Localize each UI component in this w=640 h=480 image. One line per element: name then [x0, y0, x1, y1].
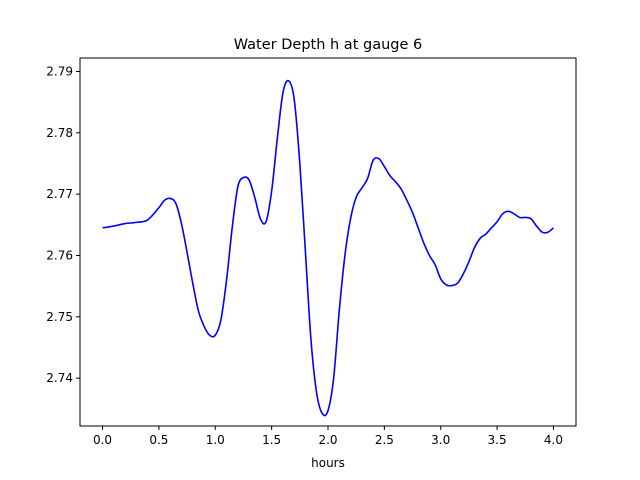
x-tick-label: 0.5	[149, 433, 168, 447]
x-axis-label: hours	[311, 456, 345, 470]
x-tick-label: 3.5	[488, 433, 507, 447]
y-tick-label: 2.74	[46, 371, 73, 385]
axes-frame	[79, 57, 577, 427]
y-tick-label: 2.77	[46, 187, 73, 201]
x-tick-label: 2.0	[318, 433, 337, 447]
x-tick-label: 1.5	[262, 433, 281, 447]
y-tick-label: 2.75	[46, 310, 73, 324]
y-tick-label: 2.78	[46, 126, 73, 140]
y-tick-label: 2.79	[46, 64, 73, 78]
plot-area: 0.0 0.5 1.0 1.5 2.0 2.5 3.0 3.5 4.0 2.74 2.75 2.76 2…	[46, 64, 563, 447]
x-tick-label: 0.0	[93, 433, 112, 447]
x-tick-label: 3.0	[431, 433, 450, 447]
y-tick-label: 2.76	[46, 248, 73, 262]
x-tick-label: 1.0	[206, 433, 225, 447]
chart-title: Water Depth h at gauge 6	[234, 37, 422, 53]
x-tick-label: 2.5	[375, 433, 394, 447]
x-tick-label: 4.0	[544, 433, 563, 447]
series-line-0	[102, 79, 554, 417]
